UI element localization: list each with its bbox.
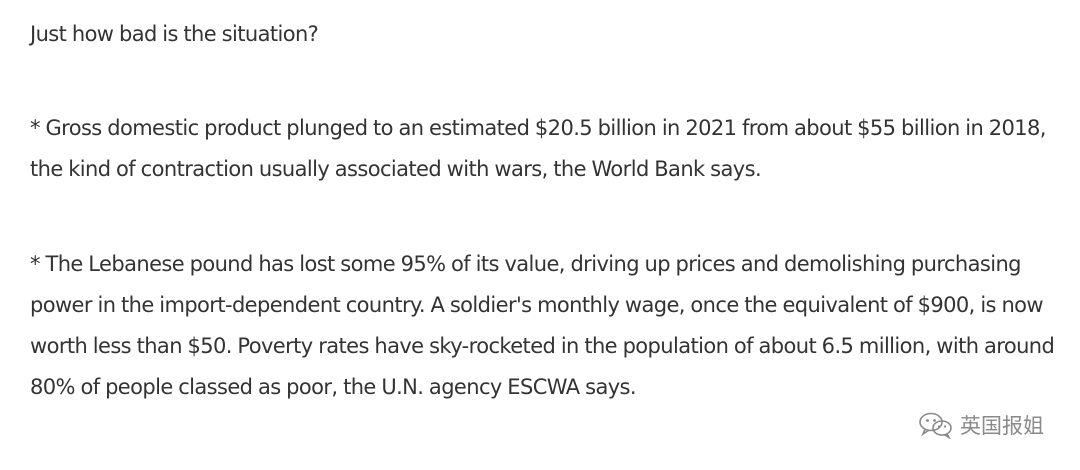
- wechat-logo-icon: [919, 412, 952, 439]
- watermark-text: 英国报姐: [960, 414, 1044, 438]
- article-body: Just how bad is the situation? * Gross d…: [30, 14, 1060, 408]
- paragraph-gdp: * Gross domestic product plunged to an e…: [30, 116, 1046, 181]
- paragraph-currency: * The Lebanese pound has lost some 95% o…: [30, 252, 1055, 399]
- article-subheading: Just how bad is the situation?: [30, 22, 319, 46]
- watermark: 英国报姐: [918, 410, 1044, 440]
